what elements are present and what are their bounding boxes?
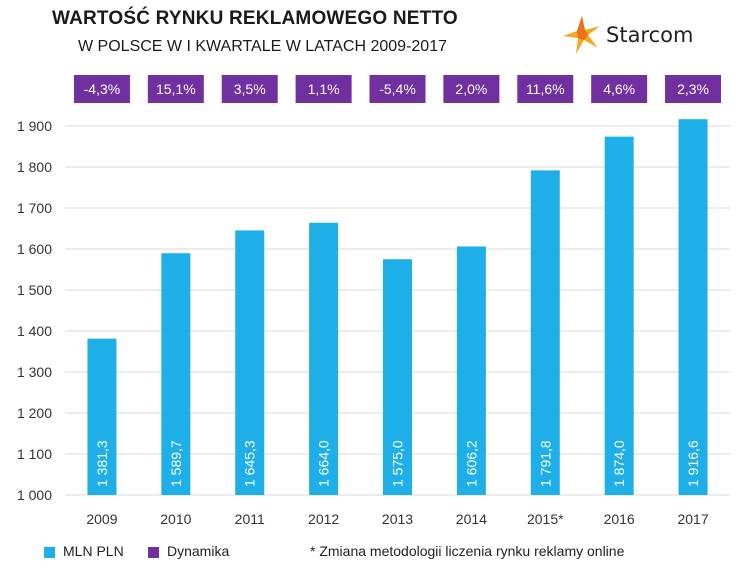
legend-bar-label: MLN PLN xyxy=(63,543,124,559)
y-tick-label: 1 900 xyxy=(17,118,52,134)
dynamics-label: 4,6% xyxy=(603,81,635,97)
x-tick-label: 2016 xyxy=(604,511,635,527)
bar xyxy=(678,119,708,495)
y-tick-label: 1 500 xyxy=(17,282,52,298)
legend-dyn: Dynamika xyxy=(148,543,229,559)
bar xyxy=(604,136,634,495)
y-tick-label: 1 600 xyxy=(17,241,52,257)
x-tick-label: 2017 xyxy=(677,511,708,527)
dynamics-label: -5,4% xyxy=(379,81,416,97)
dynamics-label: -4,3% xyxy=(84,81,121,97)
dynamics-badge xyxy=(73,75,130,103)
dynamics-badge xyxy=(517,75,574,103)
bar xyxy=(161,253,191,495)
methodology-note: * Zmiana metodologii liczenia rynku rekl… xyxy=(310,543,625,559)
dynamics-badge xyxy=(295,75,352,103)
bar xyxy=(309,222,339,495)
legend-bar-swatch xyxy=(44,546,55,558)
x-tick-label: 2009 xyxy=(86,511,117,527)
logo-text: Starcom xyxy=(606,23,694,47)
dynamics-label: 15,1% xyxy=(156,81,196,97)
y-tick-label: 1 700 xyxy=(17,200,52,216)
dynamics-label: 1,1% xyxy=(308,81,340,97)
y-tick-label: 1 400 xyxy=(17,323,52,339)
dynamics-badge xyxy=(591,75,648,103)
bar-value-label: 1 606,2 xyxy=(463,440,479,487)
legend-dyn-swatch xyxy=(148,546,159,558)
legend-bar: MLN PLN xyxy=(44,543,124,559)
bar-value-label: 1 589,7 xyxy=(168,440,184,487)
dynamics-label: 2,0% xyxy=(455,81,487,97)
dynamics-badge xyxy=(369,75,426,103)
x-tick-label: 2011 xyxy=(235,511,265,527)
dynamics-badge xyxy=(665,75,722,103)
x-tick-label: 2010 xyxy=(160,511,191,527)
y-tick-label: 1 800 xyxy=(17,159,52,175)
starcom-star-icon xyxy=(563,16,600,54)
bar xyxy=(383,259,412,495)
bar-value-label: 1 575,0 xyxy=(390,440,406,487)
bar-value-label: 1 916,6 xyxy=(685,440,701,487)
chart-title: WARTOŚĆ RYNKU REKLAMOWEGO NETTO xyxy=(52,8,458,29)
chart-subtitle: W POLSCE W I KWARTALE W LATACH 2009-2017 xyxy=(78,38,447,55)
dynamics-label: 11,6% xyxy=(526,81,565,97)
y-tick-label: 1 300 xyxy=(17,364,52,380)
dynamics-label: 3,5% xyxy=(234,81,266,97)
bar-value-label: 1 645,3 xyxy=(242,440,258,487)
bar xyxy=(456,246,486,495)
bar-value-label: 1 874,0 xyxy=(611,440,627,487)
legend-dyn-label: Dynamika xyxy=(167,543,230,559)
starcom-logo: Starcom xyxy=(560,14,710,56)
bar xyxy=(530,170,560,495)
bar xyxy=(87,338,117,495)
bar-value-label: 1 381,3 xyxy=(94,440,110,487)
x-tick-label: 2015* xyxy=(527,511,564,527)
x-tick-label: 2012 xyxy=(308,511,339,527)
x-tick-label: 2013 xyxy=(382,511,413,527)
x-tick-label: 2014 xyxy=(456,511,487,527)
dynamics-badge xyxy=(443,75,500,103)
y-tick-label: 1 000 xyxy=(17,487,52,503)
dynamics-badge xyxy=(147,75,204,103)
y-tick-label: 1 100 xyxy=(17,446,52,462)
bar-value-label: 1 664,0 xyxy=(316,440,332,487)
bar xyxy=(235,230,265,495)
bar-value-label: 1 791,8 xyxy=(537,440,553,487)
dynamics-label: 2,3% xyxy=(677,81,709,97)
y-tick-label: 1 200 xyxy=(17,405,52,421)
dynamics-badge xyxy=(221,75,278,103)
